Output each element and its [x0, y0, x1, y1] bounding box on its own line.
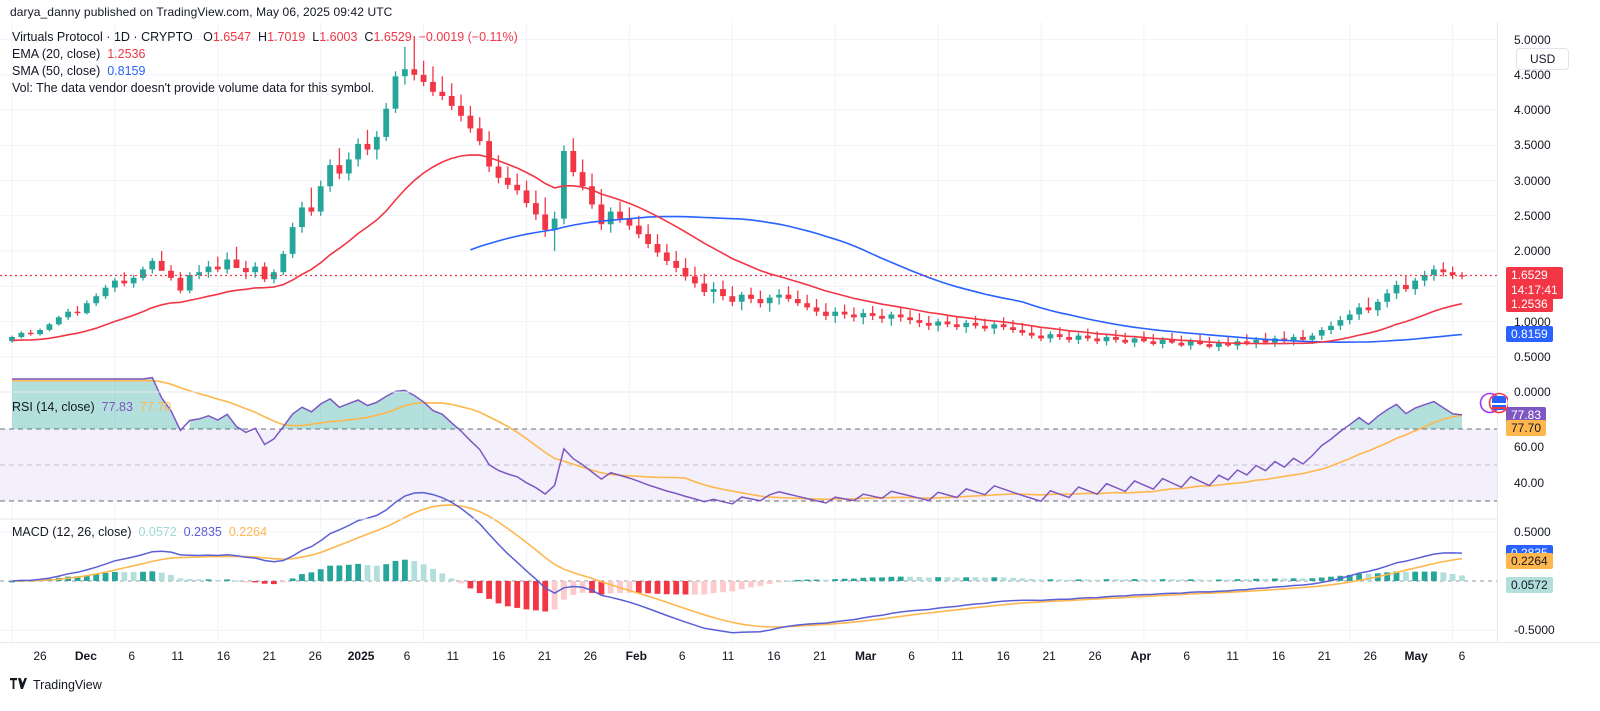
time-tick-13: Feb [625, 649, 647, 663]
chart-canvas [0, 22, 1497, 642]
time-tick-21: 16 [996, 649, 1010, 663]
virtuals-protocol-logo-icon [1478, 392, 1508, 414]
tradingview-logo-icon [10, 676, 27, 694]
price-tick-4-0000: 4.0000 [1514, 103, 1551, 118]
price-tick-0-0000: 0.0000 [1514, 385, 1551, 399]
ohlc-c-value: 1.6529 [373, 30, 412, 44]
time-tick-27: 16 [1271, 649, 1286, 663]
ema-value-badge[interactable]: 1.2536 [1506, 295, 1553, 312]
time-tick-24: Apr [1130, 649, 1152, 663]
ohlc-h-value: 1.7019 [267, 30, 306, 44]
sma-legend-label[interactable]: SMA (50, close) [12, 64, 101, 78]
time-tick-18: Mar [855, 649, 877, 663]
chart-frame: USD 5.0000 4.5000 4.0000 3.5000 3.0000 2.5000… [0, 22, 1600, 642]
time-tick-8: 6 [403, 649, 411, 663]
ohlc-c-label: C [364, 30, 374, 44]
macd-signal-legend-value: 0.2264 [228, 525, 268, 539]
sma-legend-value: 0.8159 [107, 64, 146, 78]
symbol-exchange: CRYPTO [141, 30, 193, 44]
time-tick-31: 6 [1458, 649, 1466, 663]
time-tick-6: 26 [308, 649, 322, 663]
price-axis-column[interactable]: USD 5.0000 4.5000 4.0000 3.5000 3.0000 2.5000… [1497, 22, 1600, 642]
price-change: −0.0019 (−0.11%) [418, 30, 518, 44]
ema-legend-label[interactable]: EMA (20, close) [12, 47, 101, 61]
macd-hist-legend-value: 0.0572 [138, 525, 177, 539]
macd-hist-value-badge[interactable]: 0.0572 [1506, 577, 1553, 594]
current-price-value: 1.6529 [1511, 267, 1548, 282]
time-tick-1: Dec [74, 649, 97, 663]
time-tick-26: 11 [1226, 649, 1239, 663]
time-tick-20: 11 [951, 649, 964, 663]
time-tick-16: 16 [767, 649, 781, 663]
time-tick-9: 11 [446, 649, 460, 663]
time-tick-14: 6 [678, 649, 686, 663]
legend-sep-1: · [106, 30, 111, 44]
price-tick-2-0000: 2.0000 [1514, 244, 1551, 259]
ohlc-l-label: L [312, 30, 320, 44]
time-tick-15: 11 [721, 649, 735, 663]
volume-legend-note: Vol: The data vendor doesn't provide vol… [12, 81, 375, 95]
time-tick-23: 26 [1088, 649, 1102, 663]
macd-legend-label[interactable]: MACD (12, 26, close) [12, 525, 132, 539]
time-tick-29: 26 [1363, 649, 1377, 663]
symbol-interval: 1D [113, 30, 130, 44]
rsi-value-badge[interactable]: 77.83 [1506, 406, 1547, 423]
time-tick-7: 2025 [347, 649, 375, 663]
time-tick-17: 21 [813, 649, 827, 663]
price-tick-3-5000: 3.5000 [1514, 138, 1551, 153]
time-tick-2: 6 [128, 649, 136, 663]
time-tick-22: 21 [1042, 649, 1056, 663]
price-tick-1-0000: 1.0000 [1514, 314, 1551, 329]
ema-legend-value: 1.2536 [107, 47, 146, 61]
rsi-tick-40: 40.00 [1514, 476, 1545, 490]
time-tick-0: 26 [33, 649, 47, 663]
footer-branding: TradingView [10, 676, 102, 694]
time-tick-12: 26 [583, 649, 598, 663]
macd-legend[interactable]: MACD (12, 26, close) 0.0572 0.2835 0.226… [12, 525, 267, 540]
price-tick-3-0000: 3.0000 [1514, 173, 1551, 188]
tradingview-brand-text: TradingView [33, 678, 102, 692]
price-tick-4-5000: 4.5000 [1514, 67, 1551, 82]
symbol-name: Virtuals Protocol [12, 30, 103, 44]
price-tick-5-0000: 5.0000 [1514, 32, 1551, 47]
rsi-legend[interactable]: RSI (14, close) 77.83 77.70 [12, 400, 171, 415]
rsi-ma-legend-value: 77.70 [139, 400, 172, 414]
time-tick-4: 16 [216, 649, 231, 663]
rsi-legend-label[interactable]: RSI (14, close) [12, 400, 95, 414]
currency-chip[interactable]: USD [1516, 48, 1570, 70]
macd-line-legend-value: 0.2835 [183, 525, 222, 539]
rsi-ma-value-badge[interactable]: 77.70 [1506, 420, 1547, 437]
time-tick-10: 16 [492, 649, 506, 663]
macd-tick-lower: -0.5000 [1514, 623, 1555, 638]
price-tick-0-5000: 0.5000 [1514, 349, 1551, 364]
ohlc-o-label: O [203, 30, 213, 44]
symbol-legend[interactable]: Virtuals Protocol · 1D · CRYPTO O1.6547 … [12, 30, 518, 98]
rsi-tick-60: 60.00 [1514, 440, 1545, 454]
time-axis[interactable]: 26 Dec 6 11 16 21 26 2025 6 11 16 21 26 Feb 6 11 16 21 Mar… [0, 642, 1600, 672]
macd-signal-value-badge[interactable]: 0.2264 [1506, 552, 1553, 569]
time-tick-30: May [1404, 649, 1428, 663]
chart-plot-area[interactable] [0, 22, 1497, 642]
time-tick-19: 6 [908, 649, 915, 663]
time-tick-3: 11 [171, 649, 184, 663]
legend-sep-2: · [133, 30, 138, 44]
rsi-legend-value: 77.83 [101, 400, 133, 414]
price-tick-2-5000: 2.5000 [1514, 208, 1551, 223]
time-tick-5: 21 [262, 649, 277, 663]
current-price-badge[interactable]: 1.6529 14:17:41 [1506, 266, 1563, 299]
time-tick-25: 6 [1183, 649, 1191, 663]
ohlc-h-label: H [258, 30, 268, 44]
time-tick-28: 21 [1317, 649, 1332, 663]
ohlc-o-value: 1.6547 [212, 30, 252, 44]
sma-value-badge[interactable]: 0.8159 [1506, 326, 1553, 343]
macd-tick-upper: 0.5000 [1514, 524, 1551, 539]
publisher-line: darya_danny published on TradingView.com… [10, 5, 393, 19]
ohlc-l-value: 1.6003 [319, 30, 358, 44]
bar-countdown: 14:17:41 [1511, 282, 1558, 297]
time-tick-11: 21 [537, 649, 552, 663]
